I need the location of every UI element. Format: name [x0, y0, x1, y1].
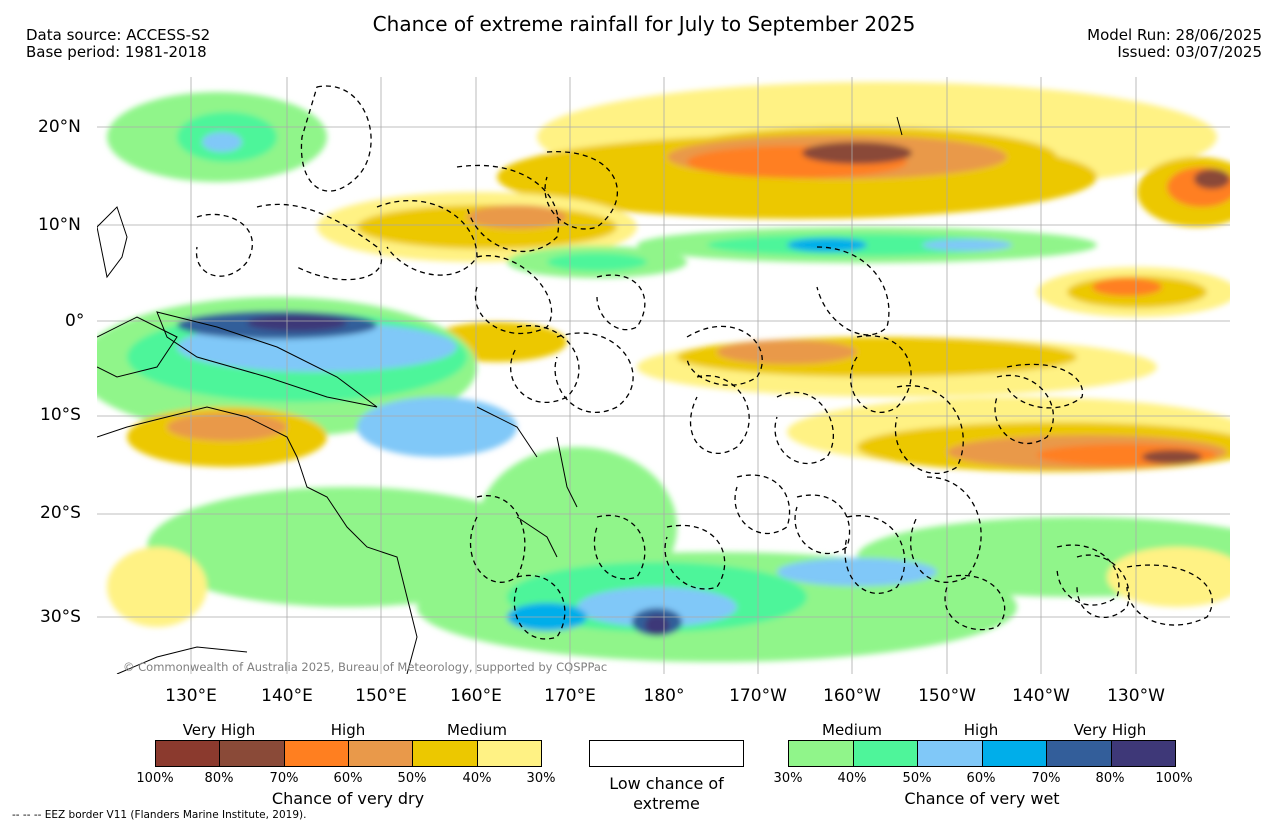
- dry-category-very-high: Very High: [182, 721, 256, 739]
- wet-tick-60: 60%: [966, 771, 996, 786]
- wet-tick-70: 70%: [1031, 771, 1061, 786]
- lon-label-140e: 140°E: [261, 686, 313, 706]
- dry-swatch-40-30: [477, 741, 541, 766]
- lon-label-160w: 160°W: [823, 686, 881, 706]
- dry-tick-60: 60%: [333, 771, 363, 786]
- map-credit: © Commonwealth of Australia 2025, Bureau…: [123, 660, 608, 674]
- wet-swatch-50-60: [918, 741, 983, 766]
- wet-tick-40: 40%: [837, 771, 867, 786]
- model-run: Model Run: 28/06/2025: [1087, 26, 1262, 44]
- dry-tick-40: 40%: [462, 771, 492, 786]
- dry-tick-50: 50%: [397, 771, 427, 786]
- dry-swatch-70-60: [284, 741, 349, 766]
- lon-label-180: 180°: [643, 686, 685, 706]
- lon-label-170w: 170°W: [729, 686, 787, 706]
- lon-label-150e: 150°E: [355, 686, 407, 706]
- lon-label-170e: 170°E: [544, 686, 596, 706]
- wet-swatch-70-80: [1047, 741, 1112, 766]
- coastlines: [97, 116, 903, 674]
- wet-legend-title: Chance of very wet: [904, 789, 1060, 808]
- low-chance-swatch: [589, 740, 744, 767]
- wet-swatch-40-50: [853, 741, 918, 766]
- base-period: Base period: 1981-2018: [26, 43, 207, 61]
- low-chance-label: Low chance of extreme: [609, 774, 724, 813]
- run-info: Model Run: 28/06/2025 Issued: 03/07/2025: [1087, 27, 1262, 61]
- dry-category-high: High: [330, 721, 366, 739]
- lat-label-20n: 20°N: [38, 117, 81, 137]
- lat-label-20s: 20°S: [40, 503, 81, 523]
- data-source: Data source: ACCESS-S2: [26, 26, 211, 44]
- wet-swatch-80-100: [1111, 741, 1175, 766]
- rainfall-map: [97, 77, 1230, 674]
- wet-swatch-60-70: [982, 741, 1047, 766]
- wet-tick-50: 50%: [902, 771, 932, 786]
- wet-category-very-high: Very High: [1073, 721, 1147, 739]
- rainfall-shading: [97, 82, 1230, 662]
- lat-label-0: 0°: [65, 311, 85, 331]
- lat-label-10n: 10°N: [38, 215, 81, 235]
- lon-label-160e: 160°E: [450, 686, 502, 706]
- wet-colorbar: [788, 740, 1176, 767]
- lat-label-30s: 30°S: [40, 607, 81, 627]
- lon-label-150w: 150°W: [918, 686, 976, 706]
- wet-tick-80: 80%: [1095, 771, 1125, 786]
- dry-tick-80: 80%: [204, 771, 234, 786]
- data-source-info: Data source: ACCESS-S2 Base period: 1981…: [26, 27, 210, 61]
- map-title: Chance of extreme rainfall for July to S…: [372, 12, 916, 36]
- issued-date: Issued: 03/07/2025: [1117, 43, 1262, 61]
- dry-colorbar: [155, 740, 542, 767]
- wet-category-medium: Medium: [822, 721, 882, 739]
- dry-swatch-60-50: [348, 741, 414, 766]
- lat-label-10s: 10°S: [40, 405, 81, 425]
- wet-tick-100: 100%: [1155, 771, 1193, 786]
- eez-border-note: -- -- -- EEZ border V11 (Flanders Marine…: [12, 809, 307, 821]
- dry-tick-100: 100%: [136, 771, 174, 786]
- lon-label-140w: 140°W: [1012, 686, 1070, 706]
- dry-category-medium: Medium: [447, 721, 507, 739]
- dry-swatch-100-80: [156, 741, 221, 766]
- dry-swatch-80-70: [220, 741, 285, 766]
- wet-tick-30: 30%: [773, 771, 803, 786]
- lon-label-130e: 130°E: [165, 686, 217, 706]
- dry-legend-title: Chance of very dry: [271, 789, 425, 808]
- wet-swatch-30-40: [789, 741, 854, 766]
- dry-tick-70: 70%: [269, 771, 299, 786]
- wet-category-high: High: [963, 721, 999, 739]
- eez-borders: [195, 85, 1213, 640]
- dry-tick-30: 30%: [526, 771, 556, 786]
- dry-swatch-50-40: [413, 741, 478, 766]
- lon-label-130w: 130°W: [1107, 686, 1165, 706]
